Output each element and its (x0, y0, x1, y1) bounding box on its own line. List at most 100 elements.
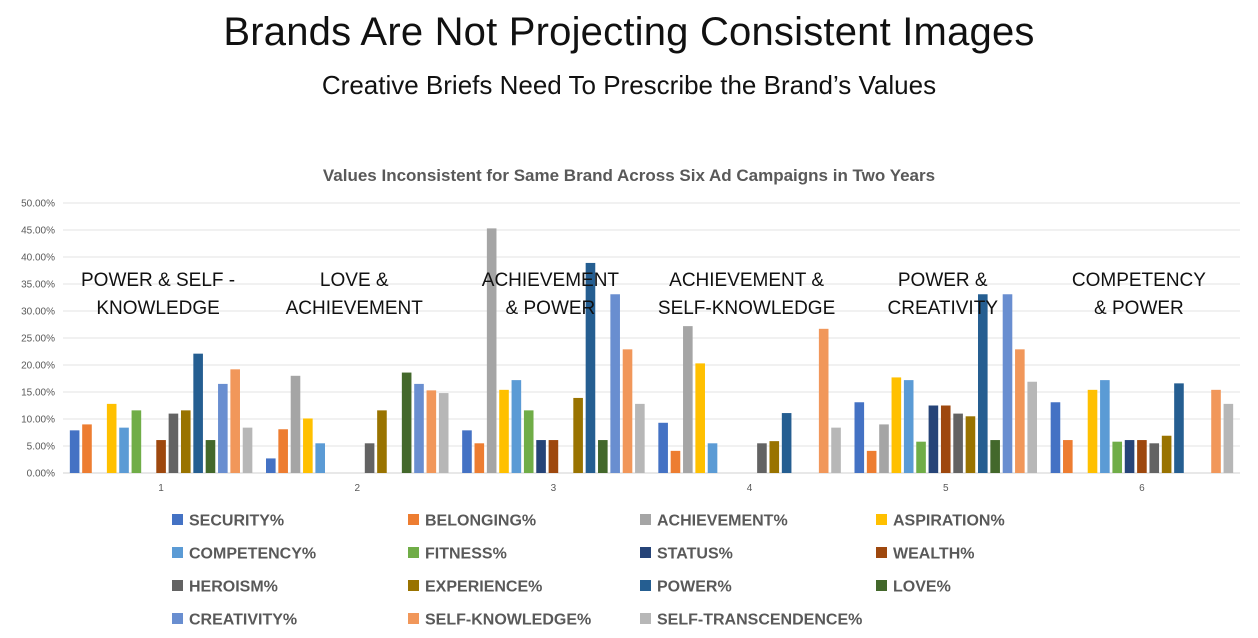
bar-status-3 (536, 440, 546, 473)
y-tick-label: 30.00% (21, 307, 55, 318)
bar-achievement-2 (290, 375, 301, 473)
legend-swatch (408, 547, 419, 558)
bar-belonging-1 (82, 424, 92, 473)
bar-love-5 (990, 440, 1000, 473)
bars (69, 228, 1234, 473)
y-tick-label: 25.00% (21, 334, 55, 345)
bar-competency-6 (1100, 380, 1110, 473)
x-tick-label: 6 (1139, 483, 1145, 494)
bar-self-transcendence-3 (635, 403, 645, 473)
bar-self-transcendence-1 (242, 427, 253, 473)
bar-self-transcendence-2 (438, 393, 449, 473)
legend-swatch (640, 580, 651, 591)
bar-wealth-6 (1137, 440, 1147, 473)
bar-status-6 (1124, 440, 1135, 473)
bar-self-transcendence-6 (1223, 403, 1234, 473)
legend-item: SELF-KNOWLEDGE% (408, 612, 591, 629)
bar-status-5 (928, 405, 939, 473)
bar-security-2 (266, 458, 276, 473)
legend-item: BELONGING% (408, 513, 536, 530)
campaign-annotation: COMPETENCY (1072, 270, 1206, 291)
chart-title: Values Inconsistent for Same Brand Acros… (323, 166, 935, 185)
legend-swatch (172, 613, 183, 624)
bar-experience-4 (769, 441, 780, 473)
bar-belonging-2 (278, 429, 288, 473)
bar-self-knowledge-6 (1211, 389, 1221, 473)
legend-swatch (172, 547, 183, 558)
bar-experience-6 (1161, 435, 1172, 473)
x-tick-label: 4 (747, 483, 753, 494)
bar-security-6 (1050, 402, 1061, 473)
bar-aspiration-6 (1087, 389, 1098, 473)
legend-label: ACHIEVEMENT% (657, 513, 788, 530)
bar-competency-2 (315, 443, 325, 473)
legend-label: BELONGING% (425, 513, 536, 530)
legend-swatch (640, 547, 651, 558)
legend: SECURITY% BELONGING% ACHIEVEMENT% ASPIRATIO… (172, 513, 1005, 629)
bar-self-transcendence-5 (1027, 381, 1037, 473)
campaign-annotation: KNOWLEDGE (96, 298, 220, 319)
bar-aspiration-3 (499, 389, 509, 473)
legend-label: HEROISM% (189, 579, 278, 596)
bar-experience-2 (377, 410, 387, 473)
x-tick-label: 5 (943, 483, 949, 494)
bar-power-6 (1174, 383, 1184, 473)
y-tick-label: 5.00% (27, 442, 55, 453)
bar-power-4 (781, 413, 792, 473)
y-tick-label: 0.00% (27, 469, 55, 480)
slide-subtitle: Creative Briefs Need To Prescribe the Br… (321, 70, 937, 100)
y-tick-label: 40.00% (21, 253, 55, 264)
x-tick-label: 2 (354, 483, 360, 494)
bar-belonging-4 (670, 450, 681, 473)
bar-love-2 (401, 372, 412, 473)
legend-swatch (172, 580, 183, 591)
bar-creativity-3 (610, 294, 620, 473)
legend-label: SELF-TRANSCENDENCE% (657, 612, 862, 629)
bar-love-3 (598, 440, 608, 473)
bar-fitness-3 (523, 410, 534, 473)
legend-item: LOVE% (876, 579, 951, 596)
legend-label: ASPIRATION% (893, 513, 1005, 530)
campaign-annotation: POWER & SELF - (81, 270, 235, 291)
campaign-annotation: POWER & (898, 270, 988, 291)
bar-heroism-4 (757, 443, 767, 473)
legend-item: POWER% (640, 579, 732, 596)
y-tick-label: 35.00% (21, 280, 55, 291)
bar-security-4 (658, 422, 668, 473)
bar-competency-4 (707, 443, 718, 473)
legend-label: STATUS% (657, 546, 733, 563)
bar-achievement-3 (486, 228, 497, 473)
bar-belonging-6 (1063, 440, 1073, 473)
bar-wealth-1 (156, 440, 166, 473)
legend-swatch (408, 580, 419, 591)
slide-title: Brands Are Not Projecting Consistent Ima… (223, 10, 1035, 54)
bar-experience-1 (180, 410, 191, 473)
legend-item: CREATIVITY% (172, 612, 297, 629)
annotations: POWER & SELF - KNOWLEDGE LOVE & ACHIEVEMENT… (81, 270, 1206, 319)
bar-self-knowledge-4 (818, 328, 829, 473)
bar-achievement-4 (683, 326, 693, 473)
campaign-annotation: & POWER (1094, 298, 1184, 319)
legend-label: SECURITY% (189, 513, 284, 530)
legend-label: WEALTH% (893, 546, 974, 563)
campaign-annotation: SELF-KNOWLEDGE (658, 298, 835, 319)
bar-power-3 (585, 262, 596, 473)
y-axis: 0.00% 5.00% 10.00% 15.00% 20.00% 25.00% 30.00%… (21, 199, 55, 480)
legend-item: EXPERIENCE% (408, 579, 542, 596)
bar-chart: Values Inconsistent for Same Brand Acros… (21, 166, 1240, 629)
bar-self-knowledge-5 (1015, 349, 1025, 473)
campaign-annotation: & POWER (506, 298, 596, 319)
campaign-annotation: LOVE & (320, 270, 389, 291)
legend-item: ACHIEVEMENT% (640, 513, 788, 530)
bar-fitness-1 (131, 410, 142, 473)
y-tick-label: 10.00% (21, 415, 55, 426)
bar-aspiration-2 (303, 418, 313, 473)
legend-swatch (876, 514, 887, 525)
bar-aspiration-4 (695, 363, 705, 473)
legend-label: FITNESS% (425, 546, 507, 563)
legend-label: COMPETENCY% (189, 546, 316, 563)
legend-swatch (172, 514, 183, 525)
legend-swatch (408, 514, 419, 525)
bar-aspiration-5 (891, 377, 902, 473)
bar-aspiration-1 (106, 403, 117, 473)
